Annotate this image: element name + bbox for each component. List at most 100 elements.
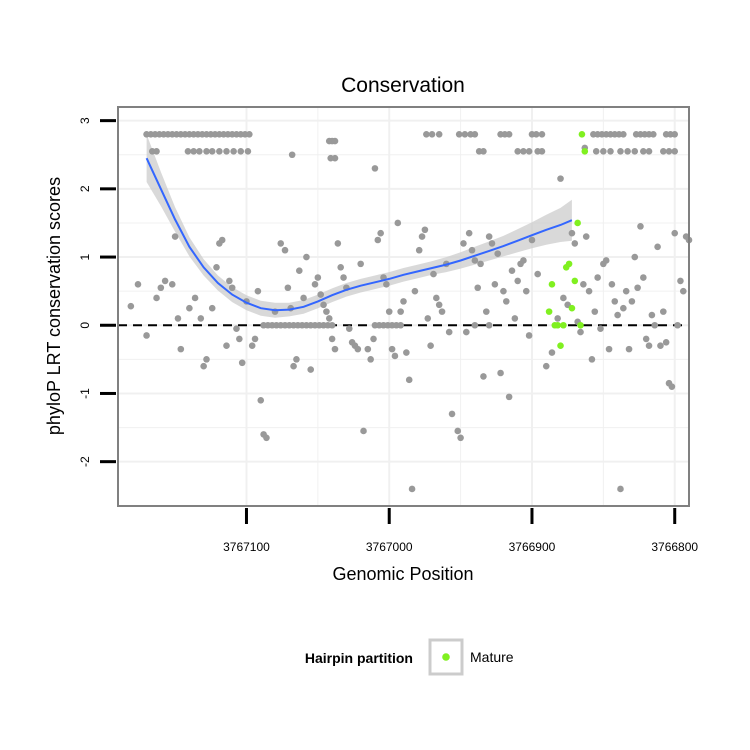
data-point <box>455 130 463 138</box>
data-point <box>323 308 330 315</box>
legend-label-mature: Mature <box>470 649 514 665</box>
data-point <box>403 349 410 356</box>
data-point <box>602 257 610 264</box>
data-point <box>497 369 504 377</box>
data-point <box>197 315 205 322</box>
data-point <box>624 148 631 155</box>
data-point <box>340 274 347 281</box>
data-point <box>408 485 416 493</box>
data-point <box>405 376 413 384</box>
data-point <box>582 233 590 240</box>
data-point <box>397 308 404 315</box>
data-point <box>620 130 627 138</box>
data-point <box>233 325 240 332</box>
x-tick-label: 3767100 <box>223 540 270 554</box>
y-tick-label: 1 <box>78 253 92 260</box>
data-point <box>645 148 653 155</box>
data-point <box>391 352 399 360</box>
data-point <box>374 236 382 244</box>
y-tick-label: 2 <box>78 185 92 192</box>
data-point <box>364 345 372 353</box>
data-point <box>433 294 440 302</box>
data-point <box>471 130 479 138</box>
data-point-mature <box>560 321 567 329</box>
data-point <box>300 294 307 302</box>
data-point <box>228 284 236 292</box>
data-point <box>491 281 499 288</box>
data-point <box>281 246 289 254</box>
data-point <box>625 345 633 353</box>
data-point <box>505 393 513 401</box>
data-point <box>554 315 561 322</box>
data-point <box>677 277 684 285</box>
data-point-mature <box>557 342 564 350</box>
data-point <box>534 270 541 278</box>
data-point <box>620 304 627 312</box>
data-point <box>360 427 367 435</box>
data-point <box>608 281 616 288</box>
data-point <box>671 229 679 237</box>
data-point <box>325 315 333 322</box>
data-point <box>532 130 540 138</box>
data-point <box>208 148 216 155</box>
data-point <box>251 335 259 343</box>
data-point <box>614 311 621 319</box>
data-point <box>474 284 482 292</box>
data-point <box>196 148 203 155</box>
data-point <box>640 148 647 155</box>
confidence-ribbon <box>146 134 572 318</box>
data-point <box>223 342 230 350</box>
data-point <box>290 362 297 370</box>
data-point <box>127 302 135 310</box>
legend-key-mature <box>442 653 450 661</box>
data-point <box>508 267 516 274</box>
data-point <box>307 366 315 373</box>
data-point <box>320 301 327 309</box>
data-point <box>203 356 210 363</box>
data-point <box>674 321 681 329</box>
data-point <box>254 287 262 295</box>
data-point <box>415 246 423 254</box>
data-point <box>671 148 679 155</box>
data-point <box>514 148 521 155</box>
data-point <box>448 410 456 418</box>
data-point <box>631 148 639 155</box>
data-point <box>542 362 550 370</box>
data-point <box>671 130 679 138</box>
chart-title: Conservation <box>341 74 465 97</box>
y-tick-label: 0 <box>78 322 92 329</box>
data-point <box>331 137 339 145</box>
data-point <box>640 274 647 281</box>
data-point <box>679 287 687 295</box>
data-point <box>303 253 310 261</box>
data-point <box>525 148 533 155</box>
data-point <box>611 298 619 305</box>
data-point <box>143 332 150 339</box>
x-axis: 3767100 3767000 3766900 3766800 <box>223 508 698 554</box>
data-point <box>477 260 484 268</box>
data-point <box>642 335 650 343</box>
data-point <box>597 325 604 332</box>
data-point <box>645 342 653 350</box>
data-point <box>457 434 464 442</box>
data-point <box>424 315 432 322</box>
data-point <box>617 148 624 155</box>
panel-border <box>117 106 690 507</box>
data-point <box>454 427 462 435</box>
x-tick-label: 3766900 <box>509 540 556 554</box>
data-point <box>423 130 430 138</box>
data-point <box>514 277 521 285</box>
y-tick-label: -1 <box>78 388 92 399</box>
data-point <box>628 298 636 305</box>
data-point <box>295 267 303 274</box>
data-point-mature <box>581 148 589 155</box>
data-point <box>153 148 160 155</box>
data-point-mature <box>578 130 586 138</box>
data-point <box>328 335 336 343</box>
data-point <box>435 130 443 138</box>
data-point <box>548 349 556 356</box>
data-point <box>634 284 641 292</box>
data-point <box>216 148 223 155</box>
data-point <box>525 332 533 339</box>
data-point <box>538 148 546 155</box>
